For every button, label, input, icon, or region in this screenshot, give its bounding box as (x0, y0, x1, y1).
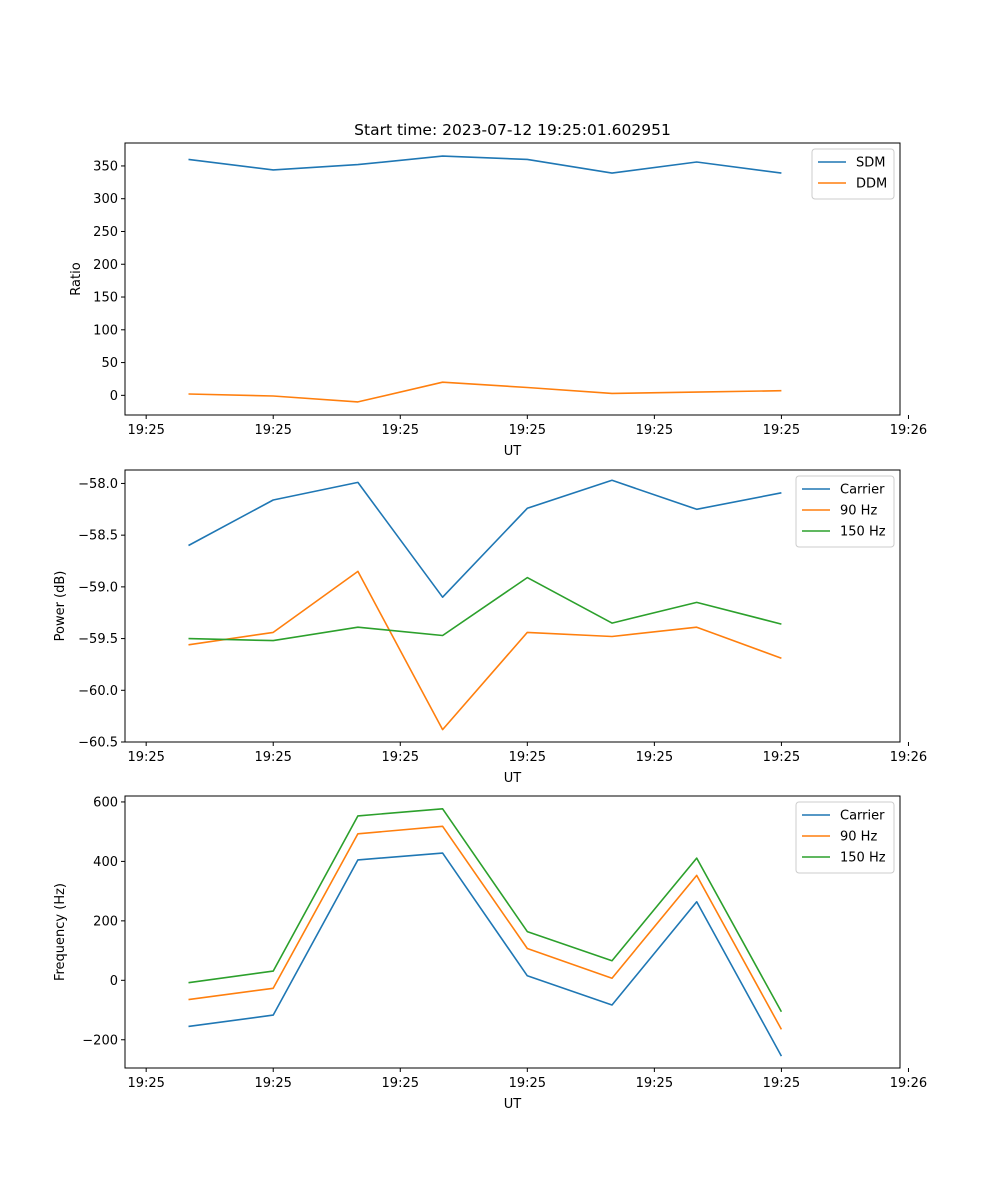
series-line-90-hz (188, 825, 783, 1030)
chart-panel-1: 19:25 19:25 19:25 19:25 19:25 19:25 19:26 0 50 10… (69, 121, 927, 459)
axes-frame (124, 469, 901, 743)
x-tick-label: 19:25 (636, 1076, 673, 1091)
y-tick-label: −58.5 (78, 529, 118, 544)
x-tick-label: 19:25 (382, 423, 419, 438)
y-tick-label: −59.5 (78, 632, 118, 647)
legend-label: DDM (856, 177, 887, 192)
y-tick-label: −58.0 (78, 477, 118, 492)
series-line-sdm (188, 155, 782, 174)
legend-label: 90 Hz (840, 830, 877, 845)
legend: Carrier 90 Hz 150 Hz (795, 801, 895, 874)
x-tick-label: 19:25 (254, 750, 291, 765)
x-tick-label: 19:25 (636, 750, 673, 765)
x-axis-label: UT (504, 771, 522, 786)
x-tick-label: 19:25 (254, 423, 291, 438)
y-axis-label: Power (dB) (53, 571, 68, 642)
series-line-150-hz (188, 807, 783, 1013)
y-tick-label: 600 (93, 795, 118, 810)
x-tick-label: 19:25 (127, 423, 164, 438)
legend-label: SDM (856, 156, 885, 171)
x-axis-label: UT (504, 444, 522, 459)
x-tick-label: 19:25 (509, 1076, 546, 1091)
series-line-ddm (188, 381, 782, 403)
y-tick-label: 0 (110, 974, 118, 989)
x-tick-label: 19:25 (127, 1076, 164, 1091)
legend-box (795, 801, 895, 874)
x-tick-label: 19:25 (382, 1076, 419, 1091)
legend-label: Carrier (840, 809, 885, 824)
y-tick-label: −59.0 (78, 580, 118, 595)
series-line-carrier (188, 852, 783, 1057)
legend-label: Carrier (840, 483, 885, 498)
y-axis-label: Frequency (Hz) (53, 883, 68, 981)
legend: Carrier 90 Hz 150 Hz (795, 475, 895, 548)
chart-panel-2: 19:25 19:25 19:25 19:25 19:25 19:25 19:26 −60.5… (53, 469, 927, 786)
y-tick-label: −60.5 (78, 736, 118, 751)
legend-box (795, 475, 895, 548)
series-line-150-hz (188, 576, 782, 642)
x-tick-label: 19:26 (890, 750, 927, 765)
x-tick-label: 19:25 (382, 750, 419, 765)
chart-title: Start time: 2023-07-12 19:25:01.602951 (354, 121, 671, 139)
y-tick-label: 150 (93, 291, 118, 306)
y-tick-label: 250 (93, 225, 118, 240)
y-tick-label: 100 (93, 323, 118, 338)
y-tick-label: 200 (93, 914, 118, 929)
axes-frame (124, 795, 901, 1069)
x-tick-label: 19:25 (636, 423, 673, 438)
y-tick-label: 400 (93, 855, 118, 870)
legend-label: 150 Hz (840, 851, 886, 866)
series-line-90-hz (188, 570, 782, 731)
y-tick-label: −60.0 (78, 684, 118, 699)
x-tick-label: 19:26 (890, 423, 927, 438)
axes-frame (124, 142, 901, 416)
x-tick-label: 19:25 (254, 1076, 291, 1091)
y-tick-label: 0 (110, 389, 118, 404)
x-tick-label: 19:25 (763, 1076, 800, 1091)
y-tick-label: 350 (93, 159, 118, 174)
x-tick-label: 19:25 (763, 750, 800, 765)
series-line-carrier (188, 479, 782, 599)
y-tick-label: 300 (93, 192, 118, 207)
x-tick-label: 19:25 (509, 750, 546, 765)
y-tick-label: −200 (82, 1033, 118, 1048)
legend-label: 90 Hz (840, 504, 877, 519)
chart-panel-3: 19:25 19:25 19:25 19:25 19:25 19:25 19:26 −200 0… (53, 795, 927, 1112)
y-axis-label: Ratio (69, 262, 84, 295)
legend: SDM DDM (811, 148, 895, 200)
y-tick-label: 50 (101, 356, 118, 371)
x-tick-label: 19:25 (127, 750, 164, 765)
x-tick-label: 19:25 (509, 423, 546, 438)
x-axis-label: UT (504, 1097, 522, 1112)
x-tick-label: 19:25 (763, 423, 800, 438)
legend-label: 150 Hz (840, 525, 886, 540)
y-tick-label: 200 (93, 258, 118, 273)
x-tick-label: 19:26 (890, 1076, 927, 1091)
